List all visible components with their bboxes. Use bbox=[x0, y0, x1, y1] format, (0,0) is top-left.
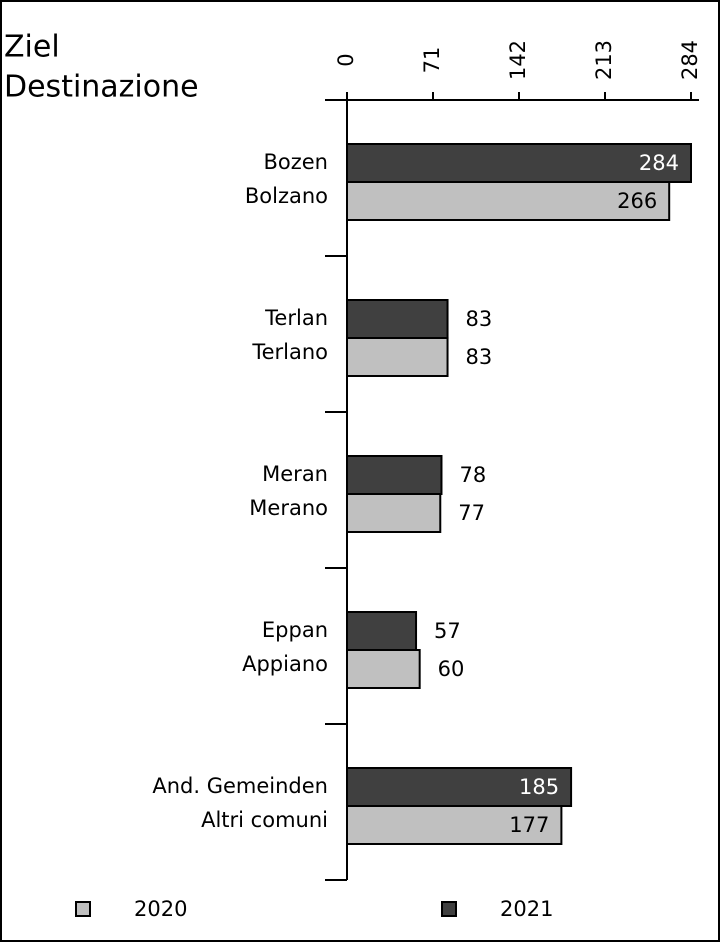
value-label: 83 bbox=[466, 307, 493, 331]
bar bbox=[346, 181, 671, 221]
value-label: 185 bbox=[519, 775, 559, 799]
value-label: 78 bbox=[459, 463, 486, 487]
chart-title: Destinazione bbox=[4, 70, 199, 105]
bar bbox=[346, 455, 443, 495]
value-label: 83 bbox=[466, 345, 493, 369]
chart-title: Ziel bbox=[4, 30, 60, 65]
y-tick-label: Merano bbox=[249, 496, 328, 520]
bar bbox=[346, 493, 442, 533]
value-label: 284 bbox=[639, 151, 679, 175]
y-tick-label: Terlan bbox=[264, 306, 328, 330]
legend-swatch bbox=[75, 901, 91, 917]
y-tick-label: Bolzano bbox=[245, 184, 328, 208]
value-label: 266 bbox=[617, 189, 657, 213]
value-label: 57 bbox=[434, 619, 461, 643]
legend-label: 2020 bbox=[134, 897, 187, 921]
bar bbox=[346, 649, 421, 689]
value-label: 60 bbox=[438, 657, 465, 681]
x-tick-label: 0 bbox=[334, 53, 358, 66]
bar bbox=[346, 299, 449, 339]
bar bbox=[346, 611, 418, 651]
y-tick-label: And. Gemeinden bbox=[152, 774, 328, 798]
x-tick-label: 284 bbox=[678, 40, 702, 80]
y-tick-label: Appiano bbox=[242, 652, 328, 676]
legend-swatch bbox=[441, 901, 457, 917]
y-tick-label: Terlano bbox=[251, 340, 328, 364]
y-tick-label: Eppan bbox=[262, 618, 328, 642]
x-tick-label: 71 bbox=[420, 47, 444, 74]
value-label: 177 bbox=[509, 813, 549, 837]
y-tick-label: Altri comuni bbox=[201, 808, 328, 832]
y-tick-label: Meran bbox=[262, 462, 328, 486]
x-tick-label: 142 bbox=[506, 40, 530, 80]
legend-label: 2021 bbox=[500, 897, 553, 921]
bar bbox=[346, 805, 563, 845]
value-label: 77 bbox=[458, 501, 485, 525]
x-tick-label: 213 bbox=[592, 40, 616, 80]
y-tick-label: Bozen bbox=[263, 150, 328, 174]
bar bbox=[346, 337, 449, 377]
